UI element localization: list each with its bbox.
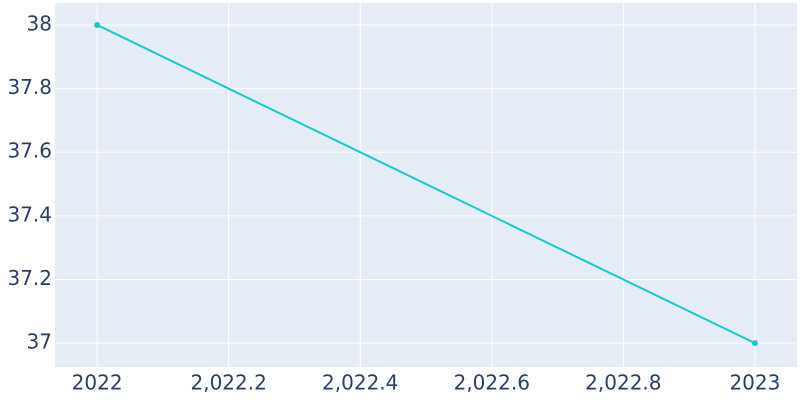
x-tick-label: 2023 [729, 371, 780, 395]
y-tick-label: 37.6 [7, 139, 52, 163]
x-tick-label: 2,022.2 [190, 371, 266, 395]
y-tick-label: 38 [27, 11, 52, 35]
x-tick-label: 2,022.4 [322, 371, 398, 395]
y-tick-label: 37.8 [7, 75, 52, 99]
y-tick-label: 37.4 [7, 202, 52, 226]
line [96, 24, 756, 345]
y-tick-label: 37 [27, 330, 52, 354]
point [94, 21, 101, 28]
x-tick-label: 2022 [72, 371, 123, 395]
x-tick-label: 2,022.6 [454, 371, 530, 395]
x-tick-label: 2,022.8 [585, 371, 661, 395]
y-tick-label: 37.2 [7, 266, 52, 290]
point [751, 340, 758, 347]
